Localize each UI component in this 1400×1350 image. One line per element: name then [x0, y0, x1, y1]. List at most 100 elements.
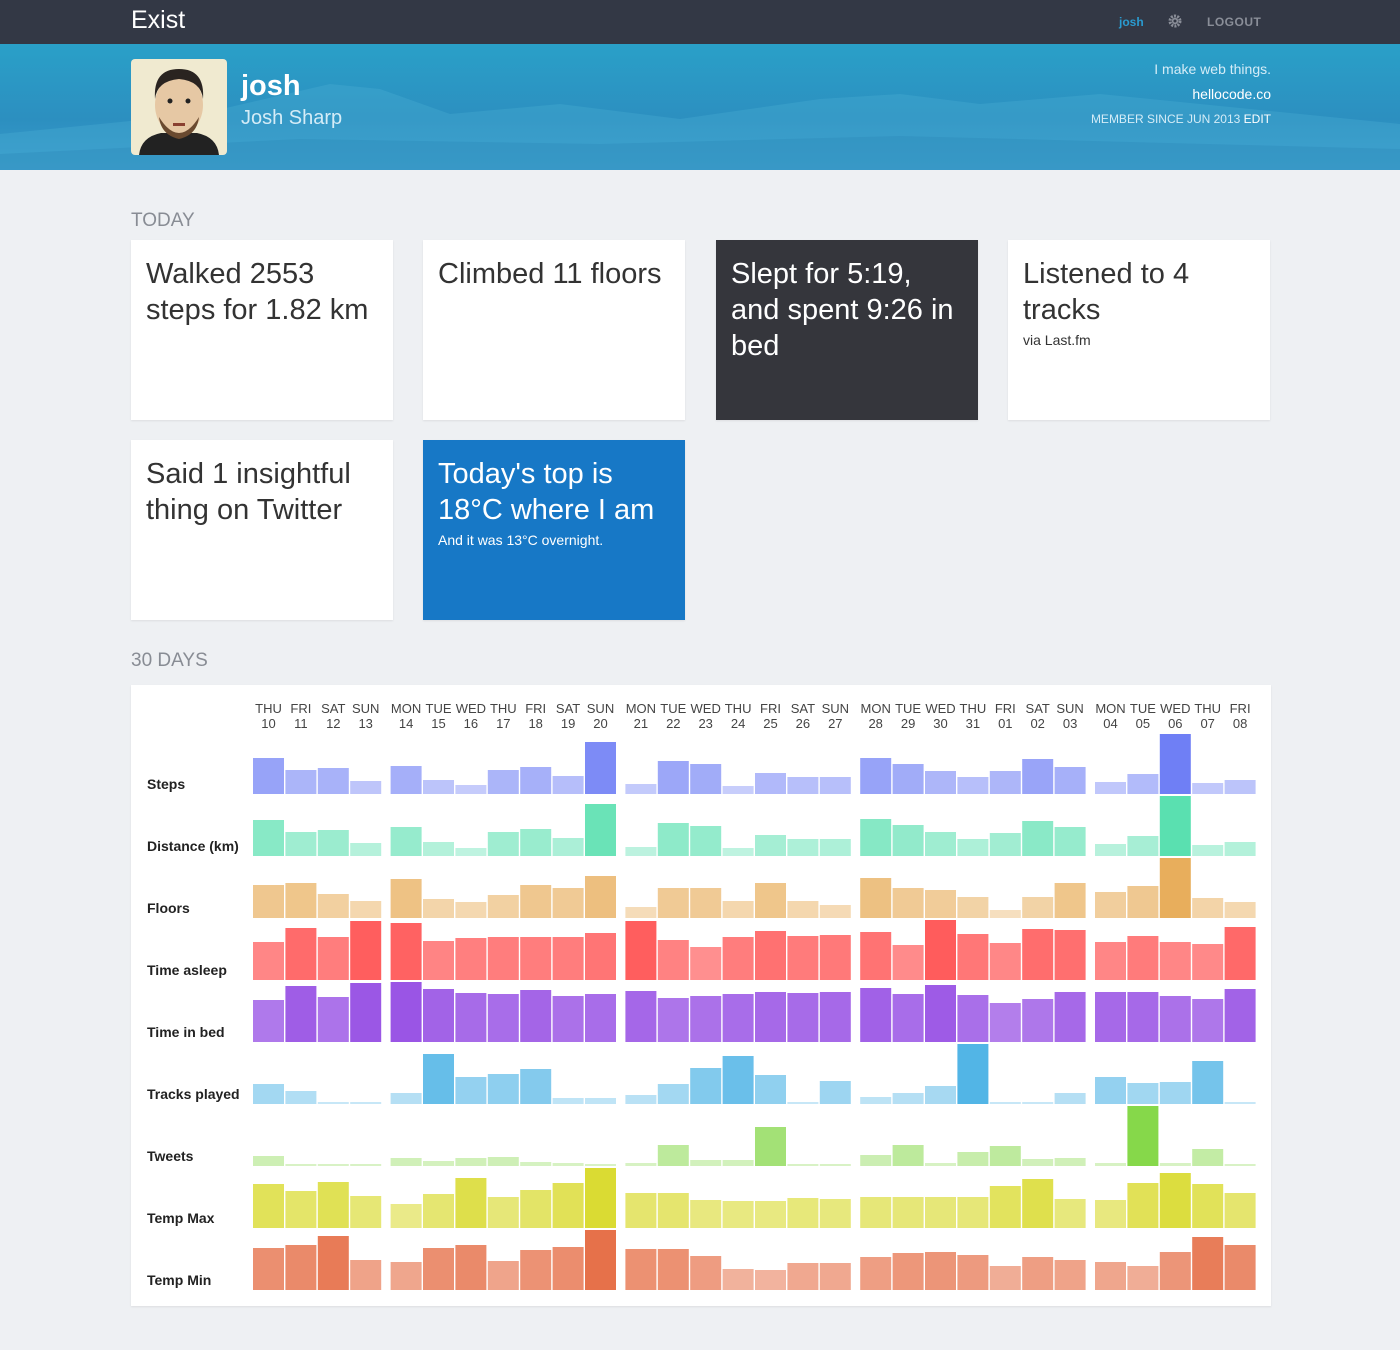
bar: [552, 1247, 584, 1290]
logout[interactable]: LOGOUT: [1207, 15, 1262, 29]
bar: [1054, 1199, 1086, 1228]
bar: [520, 990, 552, 1042]
day-label: SAT: [791, 701, 815, 716]
bar: [1022, 1179, 1054, 1228]
date-label: 01: [998, 716, 1012, 731]
edit-link[interactable]: EDIT: [1243, 112, 1271, 126]
bar: [722, 848, 754, 856]
bar: [390, 982, 422, 1042]
bar: [455, 938, 487, 980]
day-label: TUE: [426, 701, 452, 716]
date-label: 16: [464, 716, 478, 731]
bar: [1022, 999, 1054, 1042]
day-label: THU: [490, 701, 517, 716]
bar: [423, 899, 454, 918]
bar: [625, 907, 657, 918]
bar: [787, 1102, 819, 1104]
bar: [317, 768, 349, 794]
bar: [390, 1204, 422, 1228]
bar: [423, 1054, 454, 1104]
bar: [487, 994, 519, 1042]
bar: [1192, 783, 1224, 794]
bar: [722, 1056, 754, 1104]
day-label: TUE: [895, 701, 921, 716]
bar: [423, 780, 454, 794]
bar: [860, 878, 892, 918]
bar: [285, 1091, 317, 1104]
bar: [285, 986, 317, 1042]
bar: [989, 1266, 1021, 1290]
bar: [1192, 1061, 1224, 1104]
bar: [317, 1164, 349, 1166]
bar: [690, 996, 722, 1042]
bar: [552, 776, 584, 794]
bar: [585, 804, 616, 856]
bar: [1159, 942, 1191, 980]
bio: I make web things.: [1154, 61, 1271, 77]
bar: [722, 1201, 754, 1228]
card-text-part: Listened to: [1023, 258, 1173, 290]
bar: [787, 901, 819, 918]
bar: [520, 1069, 552, 1104]
bar: [1159, 996, 1191, 1042]
bar: [585, 742, 616, 794]
bar: [552, 1183, 584, 1228]
bar: [860, 932, 892, 980]
bar: [350, 921, 382, 980]
card-text-part: , and spent: [731, 258, 912, 326]
user-link[interactable]: josh: [1119, 15, 1144, 29]
bar: [1159, 1173, 1191, 1228]
bar: [925, 1086, 956, 1104]
bar: [1022, 1159, 1054, 1166]
bar: [455, 848, 487, 856]
day-label: SUN: [1056, 701, 1083, 716]
bar: [520, 885, 552, 918]
card-value: 2553: [249, 258, 315, 290]
day-label: WED: [691, 701, 721, 716]
bar: [1127, 1183, 1159, 1228]
bar: [1127, 774, 1159, 794]
date-label: 29: [901, 716, 915, 731]
bar: [552, 937, 584, 980]
bar: [819, 1199, 851, 1228]
bar: [657, 998, 689, 1042]
bar: [860, 819, 892, 856]
brand[interactable]: Exist: [131, 6, 186, 34]
date-label: 10: [261, 716, 275, 731]
bar: [819, 1081, 851, 1104]
bar: [455, 902, 487, 918]
day-label: MON: [1095, 701, 1125, 716]
bar: [957, 1044, 989, 1104]
card-text: Slept for 5:19, and spent 9:26 in bed: [731, 256, 963, 364]
bar: [690, 764, 722, 794]
bar: [350, 1102, 382, 1104]
bar: [1054, 930, 1086, 980]
bar: [1192, 999, 1224, 1042]
bar: [487, 937, 519, 980]
bar: [957, 934, 989, 980]
bar: [1192, 845, 1224, 856]
day-label: FRI: [525, 701, 546, 716]
date-label: 23: [698, 716, 712, 731]
bar: [1095, 844, 1126, 856]
bar: [1095, 1262, 1126, 1290]
bar: [487, 832, 519, 856]
bar: [1192, 944, 1224, 980]
bar: [390, 879, 422, 918]
bar: [253, 1184, 284, 1228]
website[interactable]: hellocode.co: [1192, 86, 1271, 102]
bar: [690, 888, 722, 918]
card-text-part: tracks: [1023, 294, 1101, 326]
bar: [690, 1068, 722, 1104]
bar: [755, 931, 786, 980]
bar: [1095, 782, 1126, 794]
date-label: 04: [1103, 716, 1117, 731]
top-bar: Exist josh LOGOUT: [0, 0, 1400, 44]
day-label: SUN: [587, 701, 614, 716]
bar: [787, 993, 819, 1042]
date-label: 18: [528, 716, 542, 731]
bar: [787, 777, 819, 794]
bar: [1022, 821, 1054, 856]
bar: [925, 985, 956, 1042]
settings-icon[interactable]: [1168, 14, 1182, 28]
